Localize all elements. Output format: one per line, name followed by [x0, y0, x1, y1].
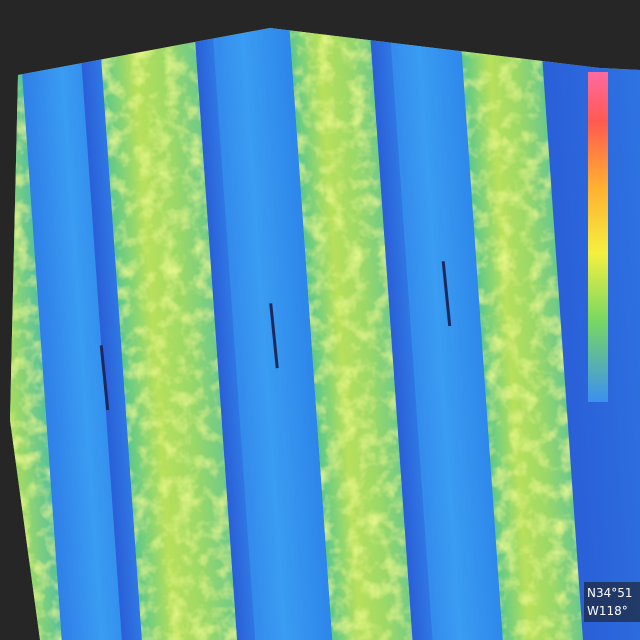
color-scale [588, 72, 608, 402]
panel-row [190, 28, 336, 640]
panel-row [15, 28, 146, 640]
latitude: N34°51 [587, 586, 633, 600]
vegetation [284, 28, 430, 640]
panel-row [364, 28, 510, 640]
coord-box [584, 582, 640, 622]
vegetation [454, 28, 595, 640]
longitude: W118° [587, 604, 628, 618]
panel-row [534, 28, 640, 640]
